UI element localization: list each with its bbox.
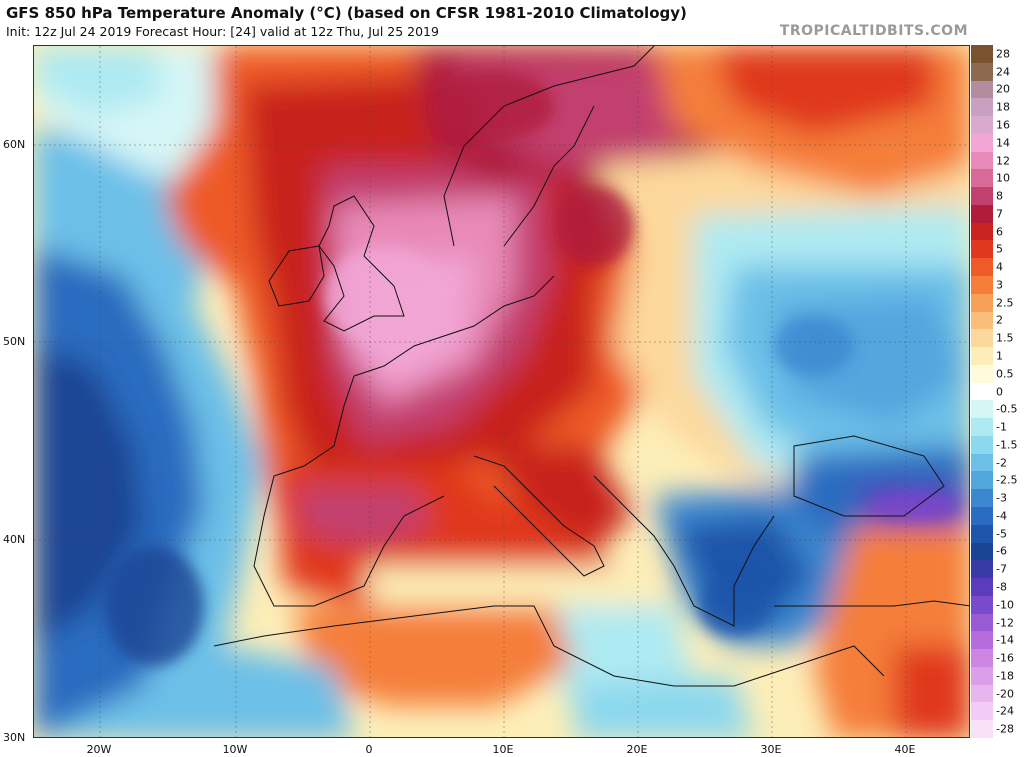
colorbar-swatch — [971, 116, 993, 135]
colorbar-tick-label: -4 — [996, 509, 1007, 523]
brand-label[interactable]: TROPICALTIDBITS.COM — [779, 23, 968, 39]
map-title: GFS 850 hPa Temperature Anomaly (°C) (ba… — [6, 4, 687, 22]
colorbar-swatch — [971, 631, 993, 650]
colorbar-tick-label: -16 — [996, 651, 1014, 665]
colorbar-tick-label: -2 — [996, 456, 1007, 470]
lon-label-40e: 40E — [894, 743, 916, 756]
colorbar-swatch — [971, 80, 993, 99]
lon-label-20w: 20W — [86, 743, 112, 756]
colorbar-swatch — [971, 560, 993, 579]
colorbar-swatch — [971, 364, 993, 384]
colorbar-tick-label: 8 — [996, 189, 1003, 203]
colorbar-tick-label: -1 — [996, 420, 1007, 434]
colorbar-swatch — [971, 240, 993, 259]
colorbar-swatch — [971, 578, 993, 597]
lat-label-50n: 50N — [3, 335, 26, 348]
colorbar-swatch — [971, 435, 993, 455]
colorbar-swatch — [971, 311, 993, 330]
colorbar-swatch — [971, 45, 993, 64]
colorbar-tick-label: 2.5 — [996, 296, 1014, 310]
colorbar-tick-label: 10 — [996, 171, 1010, 185]
colorbar-tick-label: 2 — [996, 313, 1003, 327]
colorbar-tick-label: -14 — [996, 633, 1014, 647]
colorbar-tick-label: -12 — [996, 616, 1014, 629]
colorbar-tick-label: 24 — [996, 65, 1010, 79]
lon-label-30e: 30E — [760, 743, 782, 756]
colorbar-tick-label: -28 — [996, 722, 1014, 736]
colorbar-swatch — [971, 720, 993, 739]
colorbar-swatch — [971, 187, 993, 206]
colorbar-swatch — [971, 98, 993, 117]
colorbar-swatch — [971, 382, 993, 401]
colorbar-tick-label: 5 — [996, 242, 1003, 256]
colorbar-swatch — [971, 62, 993, 82]
colorbar-swatch — [971, 418, 993, 437]
colorbar-tick-label: -5 — [996, 527, 1007, 541]
lon-label-20e: 20E — [626, 743, 648, 756]
anomaly-map[interactable] — [33, 45, 970, 738]
colorbar-swatch — [971, 347, 993, 366]
colorbar-swatch — [971, 595, 993, 615]
colorbar-tick-label: -7 — [996, 562, 1007, 576]
colorbar-swatch — [971, 524, 993, 544]
lat-label-30n: 30N — [3, 731, 26, 744]
graticule — [34, 46, 969, 737]
colorbar-swatch — [971, 276, 993, 295]
colorbar-swatch — [971, 489, 993, 508]
colorbar-swatch — [971, 613, 993, 632]
colorbar-tick-label: -8 — [996, 580, 1007, 594]
colorbar-tick-label: 16 — [996, 118, 1010, 132]
colorbar-swatch — [971, 471, 993, 490]
colorbar-tick-label: 12 — [996, 154, 1010, 167]
colorbar-tick-label: -3 — [996, 491, 1007, 505]
colorbar-swatch — [971, 684, 993, 703]
colorbar-swatch — [971, 258, 993, 277]
colorbar-tick-label: -1.5 — [996, 438, 1018, 452]
anomaly-map-svg — [34, 46, 969, 737]
colorbar — [971, 45, 993, 739]
colorbar-tick-label: -20 — [996, 687, 1014, 701]
colorbar-swatch — [971, 151, 993, 170]
map-subtitle: Init: 12z Jul 24 2019 Forecast Hour: [24… — [6, 24, 439, 39]
colorbar-tick-label: 3 — [996, 278, 1003, 292]
colorbar-tick-label: 14 — [996, 136, 1010, 150]
colorbar-tick-label: 6 — [996, 225, 1003, 239]
colorbar-tick-label: 4 — [996, 260, 1003, 274]
coastlines — [213, 46, 969, 687]
colorbar-swatch — [971, 329, 993, 348]
colorbar-swatch — [971, 542, 993, 561]
colorbar-swatch — [971, 507, 993, 526]
colorbar-tick-label: -24 — [996, 704, 1014, 718]
colorbar-swatch — [971, 204, 993, 224]
colorbar-tick-label: 0 — [996, 385, 1003, 398]
lat-label-60n: 60N — [3, 138, 26, 151]
colorbar-swatch — [971, 169, 993, 188]
lon-label-10e: 10E — [492, 743, 514, 756]
colorbar-tick-label: 7 — [996, 207, 1003, 221]
colorbar-tick-label: -0.5 — [996, 402, 1018, 416]
colorbar-swatch — [971, 702, 993, 721]
colorbar-tick-label: -10 — [996, 598, 1014, 612]
colorbar-tick-label: 18 — [996, 100, 1010, 114]
colorbar-swatch — [971, 222, 993, 241]
colorbar-swatch — [971, 400, 993, 419]
lon-label-0: 0 — [365, 743, 373, 756]
colorbar-swatch — [971, 293, 993, 313]
colorbar-tick-label: -2.5 — [996, 473, 1018, 487]
colorbar-tick-label: 20 — [996, 82, 1010, 96]
colorbar-tick-label: 0.5 — [996, 367, 1014, 381]
lat-label-40n: 40N — [3, 533, 26, 546]
lon-label-10w: 10W — [222, 743, 248, 756]
colorbar-swatch — [971, 649, 993, 668]
colorbar-swatch — [971, 133, 993, 153]
colorbar-swatch — [971, 666, 993, 686]
anomaly-field-detail — [104, 71, 959, 666]
anomaly-field — [34, 46, 969, 737]
colorbar-tick-label: 28 — [996, 47, 1010, 61]
colorbar-tick-label: -6 — [996, 544, 1007, 558]
colorbar-tick-label: 1 — [996, 349, 1003, 363]
colorbar-tick-label: 1.5 — [996, 331, 1014, 345]
colorbar-tick-label: -18 — [996, 669, 1014, 683]
colorbar-swatch — [971, 453, 993, 472]
